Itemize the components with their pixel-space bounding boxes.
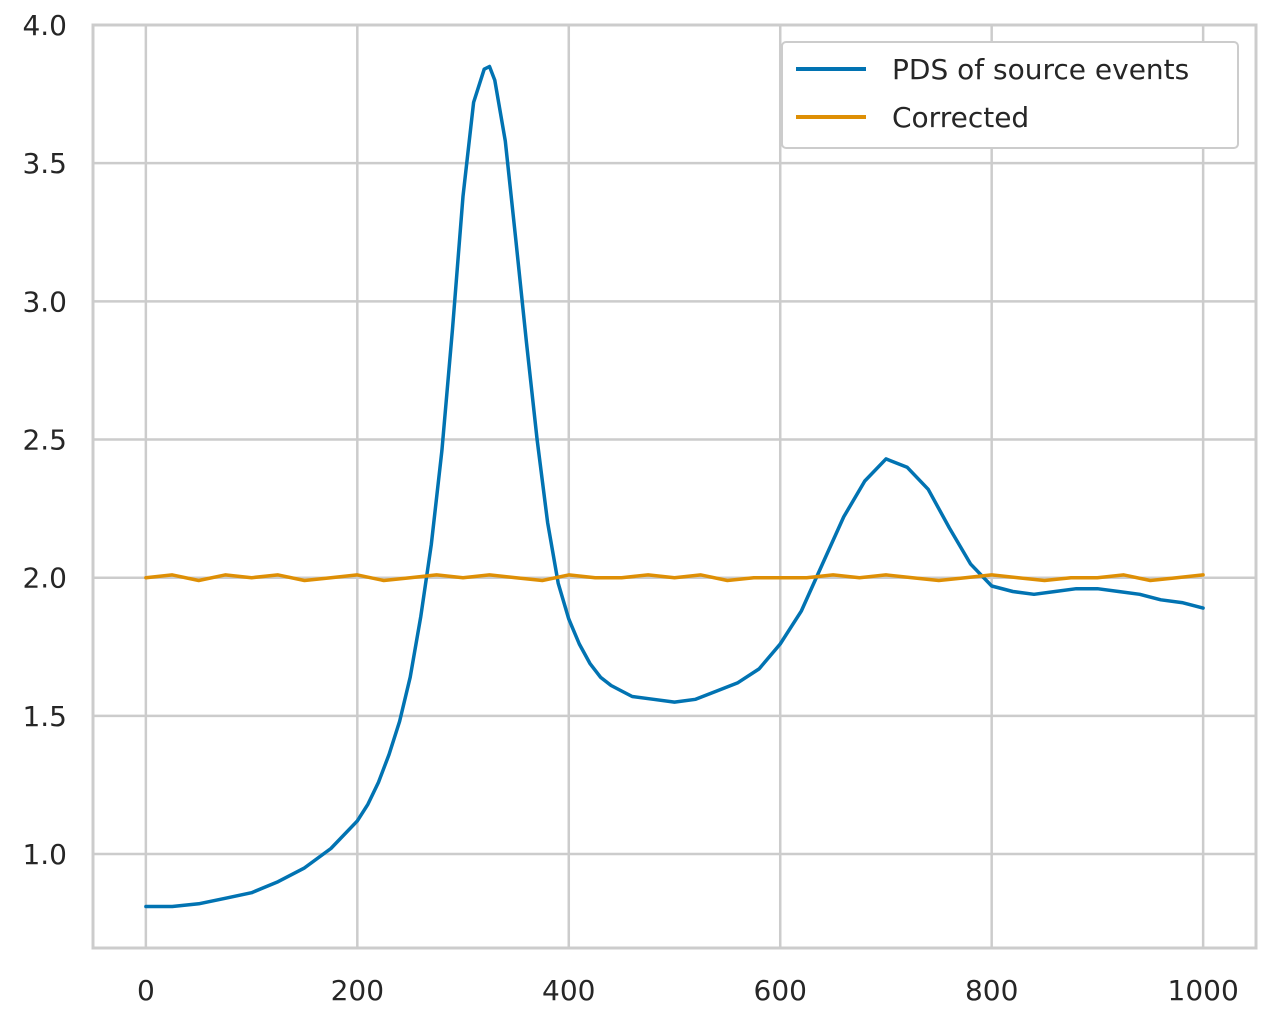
x-tick-label: 0 (137, 974, 155, 1007)
legend-label-0: PDS of source events (892, 53, 1189, 86)
y-tick-label: 4.0 (22, 9, 67, 42)
series-layer (144, 64, 1205, 909)
y-tick-label: 1.5 (22, 700, 67, 733)
y-tick-label: 3.5 (22, 147, 67, 180)
legend-label-1: Corrected (892, 101, 1029, 134)
y-tick-label: 2.0 (22, 562, 67, 595)
x-tick-label: 600 (754, 974, 807, 1007)
series-line-0 (144, 64, 1205, 909)
y-tick-label: 3.0 (22, 285, 67, 318)
legend-box (781, 41, 1239, 149)
y-tick-label: 2.5 (22, 424, 67, 457)
y-tick-label: 1.0 (22, 838, 67, 871)
x-tick-label: 400 (542, 974, 595, 1007)
grid (93, 23, 1256, 948)
legend: PDS of source events Corrected (781, 41, 1239, 149)
tick-labels: 0 200 400 600 800 1000 1.0 1.5 2.0 2.5 3.0 3.5 4.0 (22, 9, 1238, 1007)
x-tick-label: 800 (965, 974, 1018, 1007)
x-tick-label: 200 (331, 974, 384, 1007)
series-line-1 (144, 573, 1205, 583)
plot-frame (91, 23, 1258, 950)
x-tick-label: 1000 (1168, 974, 1239, 1007)
